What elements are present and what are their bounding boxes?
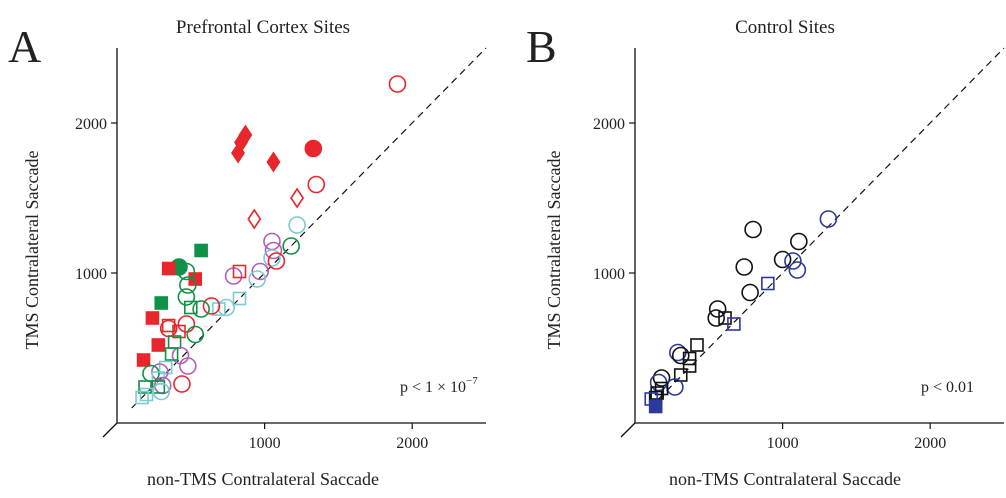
panel-a-title: Prefrontal Cortex Sites xyxy=(176,17,350,38)
data-point-circle xyxy=(788,261,807,279)
panel-a: A Prefrontal Cortex Sites non-TMS Contra… xyxy=(8,17,487,489)
y-tick-label: 1000 xyxy=(593,266,625,283)
data-point-circle xyxy=(744,220,762,239)
panel-a-x-axis-label: non-TMS Contralateral Saccade xyxy=(147,469,379,489)
x-tick-label: 1000 xyxy=(249,435,281,452)
data-point-square xyxy=(135,390,149,405)
panel-a-p-value: p < 1 × 10−7 xyxy=(400,375,478,396)
data-point-circle xyxy=(142,364,160,383)
data-point-square xyxy=(194,243,208,258)
data-point-square xyxy=(232,291,247,306)
panel-a-axes: 1000 2000 1000 2000 xyxy=(75,47,487,452)
data-point-square xyxy=(184,300,198,315)
data-point-circle xyxy=(784,252,802,270)
data-point-square xyxy=(164,347,179,361)
data-point-square xyxy=(161,261,176,276)
data-point-circle xyxy=(251,262,269,281)
panel-b-axes: 1000 2000 1000 2000 xyxy=(593,47,1005,452)
data-point-circle xyxy=(282,237,300,255)
data-point-square xyxy=(158,360,173,375)
panel-a-y-axis-label: TMS Contralateral Saccade xyxy=(22,151,42,350)
axis-corner-line xyxy=(102,422,118,438)
data-point-circle xyxy=(177,315,196,333)
data-point-diamond xyxy=(266,151,281,173)
data-point-square xyxy=(682,351,697,366)
data-point-square xyxy=(145,311,160,325)
data-point-circle xyxy=(707,309,725,327)
data-point-square xyxy=(139,387,154,402)
data-point-square xyxy=(761,276,775,291)
data-point-circle xyxy=(248,270,267,288)
data-point-circle xyxy=(735,258,754,276)
panel-b: B Control Sites non-TMS Contralateral Sa… xyxy=(526,17,1005,489)
data-point-diamond xyxy=(247,208,262,230)
data-point-circle xyxy=(217,298,236,317)
data-point-circle xyxy=(773,250,792,269)
data-point-circle xyxy=(177,262,196,281)
panel-b-y-axis-label: TMS Contralateral Saccade xyxy=(544,151,564,350)
unity-line xyxy=(649,47,1005,409)
data-point-circle xyxy=(179,357,197,375)
data-point-square xyxy=(136,353,151,367)
x-tick-label: 1000 xyxy=(767,435,799,452)
data-point-square xyxy=(682,359,697,373)
y-tick-label: 1000 xyxy=(75,266,107,283)
panel-b-x-axis-label: non-TMS Contralateral Saccade xyxy=(669,469,901,489)
data-point-circle xyxy=(263,249,281,267)
panel-b-p-value: p < 0.01 xyxy=(921,379,974,396)
data-point-circle xyxy=(264,241,283,260)
y-tick-label: 2000 xyxy=(593,116,625,133)
data-point-square xyxy=(138,380,152,394)
data-point-circle xyxy=(202,297,221,315)
data-point-circle xyxy=(388,75,407,93)
data-point-square xyxy=(151,380,166,394)
data-point-square xyxy=(151,338,166,352)
data-point-diamond xyxy=(231,142,245,164)
data-point-circle xyxy=(171,346,190,365)
data-point-circle xyxy=(267,252,286,270)
data-point-circle xyxy=(307,175,326,194)
data-point-square xyxy=(154,296,169,310)
panel-a-marks xyxy=(135,75,407,405)
data-point-circle xyxy=(819,210,838,228)
data-point-square xyxy=(648,399,663,414)
data-point-square xyxy=(727,317,741,331)
data-point-circle xyxy=(304,139,323,158)
panel-letter-a: A xyxy=(8,21,41,72)
data-point-circle xyxy=(790,232,808,251)
data-point-circle xyxy=(186,325,205,344)
data-point-square xyxy=(232,264,247,279)
data-point-circle xyxy=(192,300,210,318)
data-point-circle xyxy=(179,276,197,294)
data-point-diamond xyxy=(290,187,305,209)
axis-corner-line xyxy=(620,422,636,438)
panel-letter-b: B xyxy=(526,21,557,72)
data-point-circle xyxy=(708,300,727,318)
panel-b-title: Control Sites xyxy=(735,17,835,38)
y-tick-label: 2000 xyxy=(75,116,107,133)
data-point-circle xyxy=(652,369,671,387)
data-point-circle xyxy=(288,216,306,234)
data-point-circle xyxy=(177,288,196,306)
panel-b-marks xyxy=(644,210,838,414)
data-point-circle xyxy=(741,283,759,302)
x-tick-label: 2000 xyxy=(396,435,428,452)
data-point-square xyxy=(690,338,704,352)
unity-line xyxy=(131,47,487,409)
data-point-circle xyxy=(173,375,191,393)
x-tick-label: 2000 xyxy=(914,435,946,452)
data-point-circle xyxy=(671,346,690,365)
